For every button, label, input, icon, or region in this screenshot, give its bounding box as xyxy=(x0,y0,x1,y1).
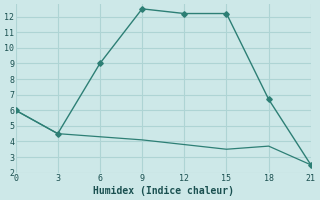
X-axis label: Humidex (Indice chaleur): Humidex (Indice chaleur) xyxy=(93,186,234,196)
